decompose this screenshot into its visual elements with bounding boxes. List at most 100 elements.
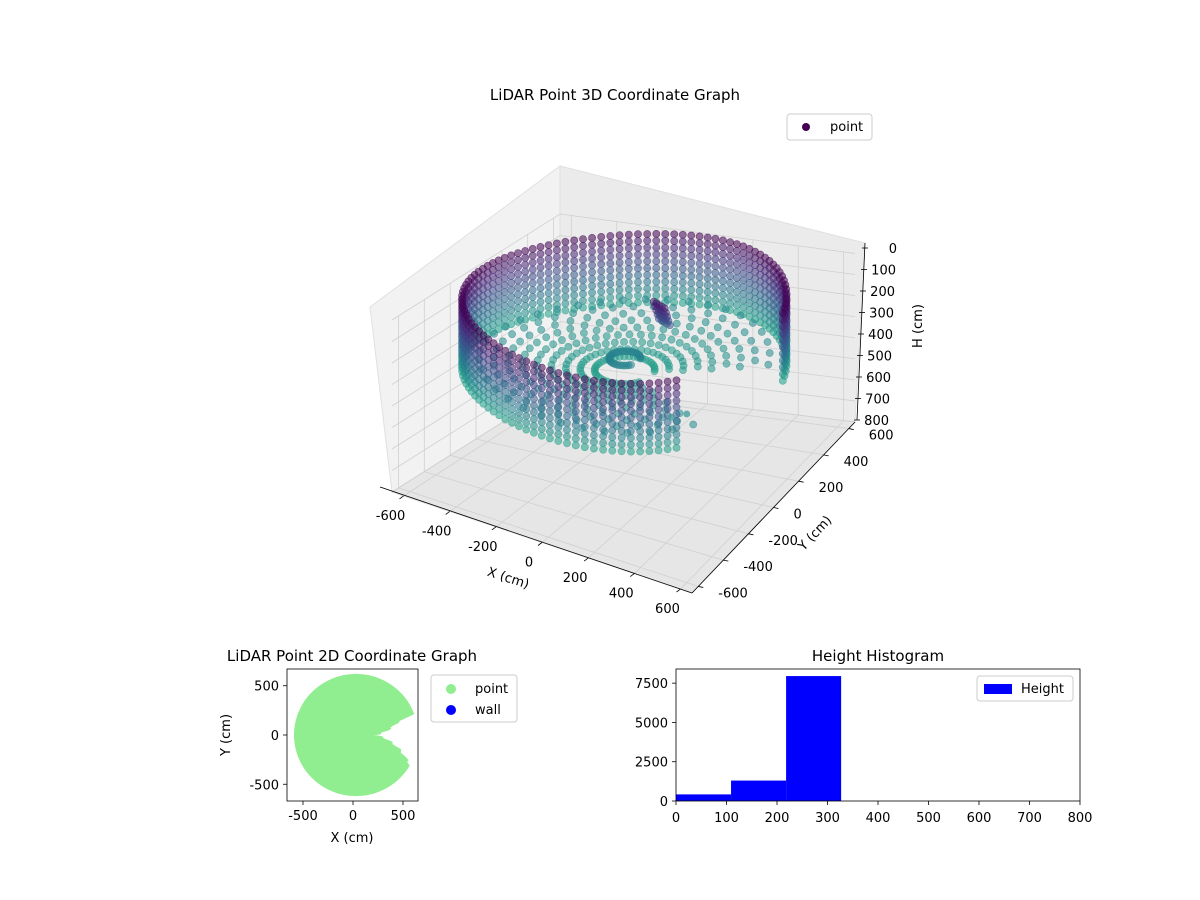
point-3d [570, 277, 579, 286]
point-3d [597, 274, 606, 282]
point-3d [763, 338, 772, 346]
point-3d [617, 379, 626, 388]
point-3d [652, 243, 661, 252]
point-3d [590, 376, 598, 385]
point-3d [597, 232, 606, 241]
point-3d [588, 306, 597, 314]
point-3d [634, 271, 642, 280]
point-3d [554, 382, 563, 391]
point-3d [563, 384, 571, 393]
point-3d [588, 288, 596, 297]
point-3d [522, 357, 531, 366]
y-tick-mark [748, 533, 754, 536]
point-3d [546, 407, 554, 416]
point-3d [537, 404, 546, 413]
point-3d [501, 346, 510, 355]
point-3d [617, 447, 626, 456]
point-3d [599, 391, 607, 400]
point-3d [521, 288, 530, 297]
point-3d [643, 284, 652, 293]
point-3d [634, 284, 642, 293]
point-3d [695, 246, 704, 254]
point-3d [721, 305, 730, 314]
point-3d [537, 363, 546, 372]
point-3d [608, 303, 617, 312]
point-3d [636, 354, 645, 363]
point-3d [544, 254, 553, 263]
point-3d [693, 362, 702, 371]
point-3d [726, 245, 734, 253]
legend-height-swatch [984, 684, 1012, 694]
point-3d [703, 345, 712, 354]
point-3d [672, 389, 681, 398]
point-3d [571, 387, 580, 395]
stray-point-3d [683, 410, 691, 418]
y-tick-label: 200 [819, 481, 844, 496]
point-3d [672, 376, 681, 385]
point-3d [627, 434, 635, 442]
point-3d [579, 248, 587, 257]
point-3d [522, 391, 531, 400]
point-3d [681, 330, 690, 339]
point-3d [542, 333, 551, 342]
point-3d [537, 411, 546, 420]
point-3d [602, 332, 611, 341]
point-3d [546, 366, 554, 375]
point-3d [544, 309, 553, 318]
point-3d [645, 447, 654, 455]
point-3d [599, 384, 607, 393]
point-3d [546, 373, 554, 382]
point-3d [672, 311, 680, 320]
point-3d [554, 430, 563, 439]
point-3d [610, 338, 619, 347]
point-3d [678, 264, 687, 273]
point-3d [515, 360, 523, 369]
point-3d [719, 290, 727, 299]
point-3d [636, 393, 645, 402]
point-3d [643, 230, 652, 238]
point-3d [634, 230, 642, 239]
point-3d [643, 257, 652, 266]
point-3d [530, 360, 538, 369]
point-3d [588, 275, 596, 283]
point-3d [570, 263, 579, 272]
point-3d [629, 302, 638, 311]
point-3d [515, 401, 523, 410]
point-3d [508, 411, 516, 420]
point-3d [654, 378, 663, 387]
point-3d [522, 371, 531, 379]
point-3d [599, 411, 607, 420]
point-3d [593, 341, 602, 350]
histogram-bars [676, 676, 842, 801]
tick-labels-2d: -500 0 500 500 0 -500 [249, 680, 415, 824]
point-3d [636, 447, 645, 456]
legend-2d: point wall [430, 674, 518, 723]
point-3d [544, 289, 553, 298]
x-tick-label-hist: 600 [967, 811, 992, 826]
point-3d [579, 235, 587, 243]
point-3d [634, 264, 642, 273]
point-3d [671, 327, 680, 336]
z-tick-label: 200 [870, 285, 895, 300]
point-3d [564, 342, 573, 351]
point-3d [695, 293, 704, 302]
point-3d [566, 324, 575, 333]
point-3d [624, 244, 633, 253]
point-3d [515, 415, 523, 424]
point-3d [537, 384, 546, 392]
point-3d [571, 373, 580, 382]
point-3d [627, 440, 635, 449]
point-3d [568, 332, 577, 341]
point-3d [636, 386, 645, 395]
point-3d [685, 322, 694, 331]
point-3d [778, 343, 787, 351]
point-3d [561, 237, 570, 246]
x-tick-mark [491, 526, 497, 531]
point-3d [571, 421, 580, 429]
point-3d [570, 257, 579, 265]
point-3d [553, 287, 561, 296]
point-3d [553, 266, 561, 275]
point-3d [606, 273, 615, 281]
point-3d [672, 383, 681, 391]
legend-wall-label-2d: wall [475, 703, 501, 718]
